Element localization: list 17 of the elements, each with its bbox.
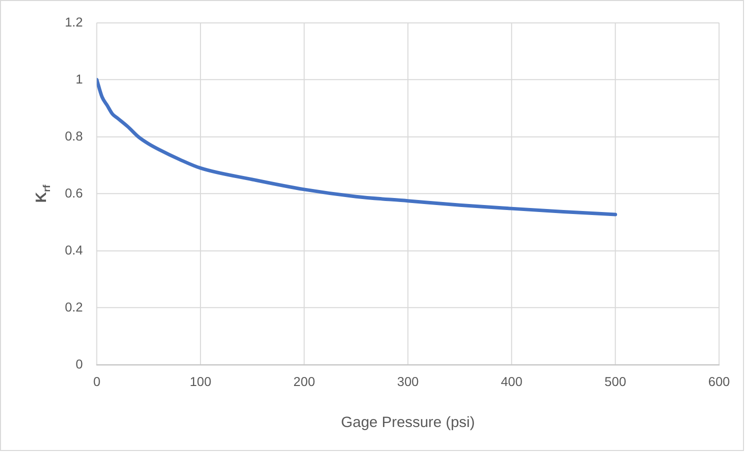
x-tick-label: 0 [93,374,100,390]
line-series [96,78,618,216]
x-tick-label: 100 [190,374,212,390]
y-tick-label: 0.6 [64,185,83,200]
y-tick-label: 0 [76,356,83,372]
x-tick-label: 300 [397,374,419,390]
y-axis-title: Krf [32,184,53,203]
x-tick-label: 600 [708,374,730,390]
y-tick-label: 1.2 [64,14,83,30]
x-tick-label: 200 [293,374,316,390]
x-tick-label: 500 [604,374,626,390]
x-axis-title: Gage Pressure (psi) [341,414,475,432]
x-tick-label: 400 [500,374,522,390]
y-tick-label: 0.8 [64,128,83,144]
y-tick-label: 0.4 [64,242,83,258]
y-tick-label: 0.2 [64,299,83,314]
y-tick-label: 1 [76,71,83,86]
